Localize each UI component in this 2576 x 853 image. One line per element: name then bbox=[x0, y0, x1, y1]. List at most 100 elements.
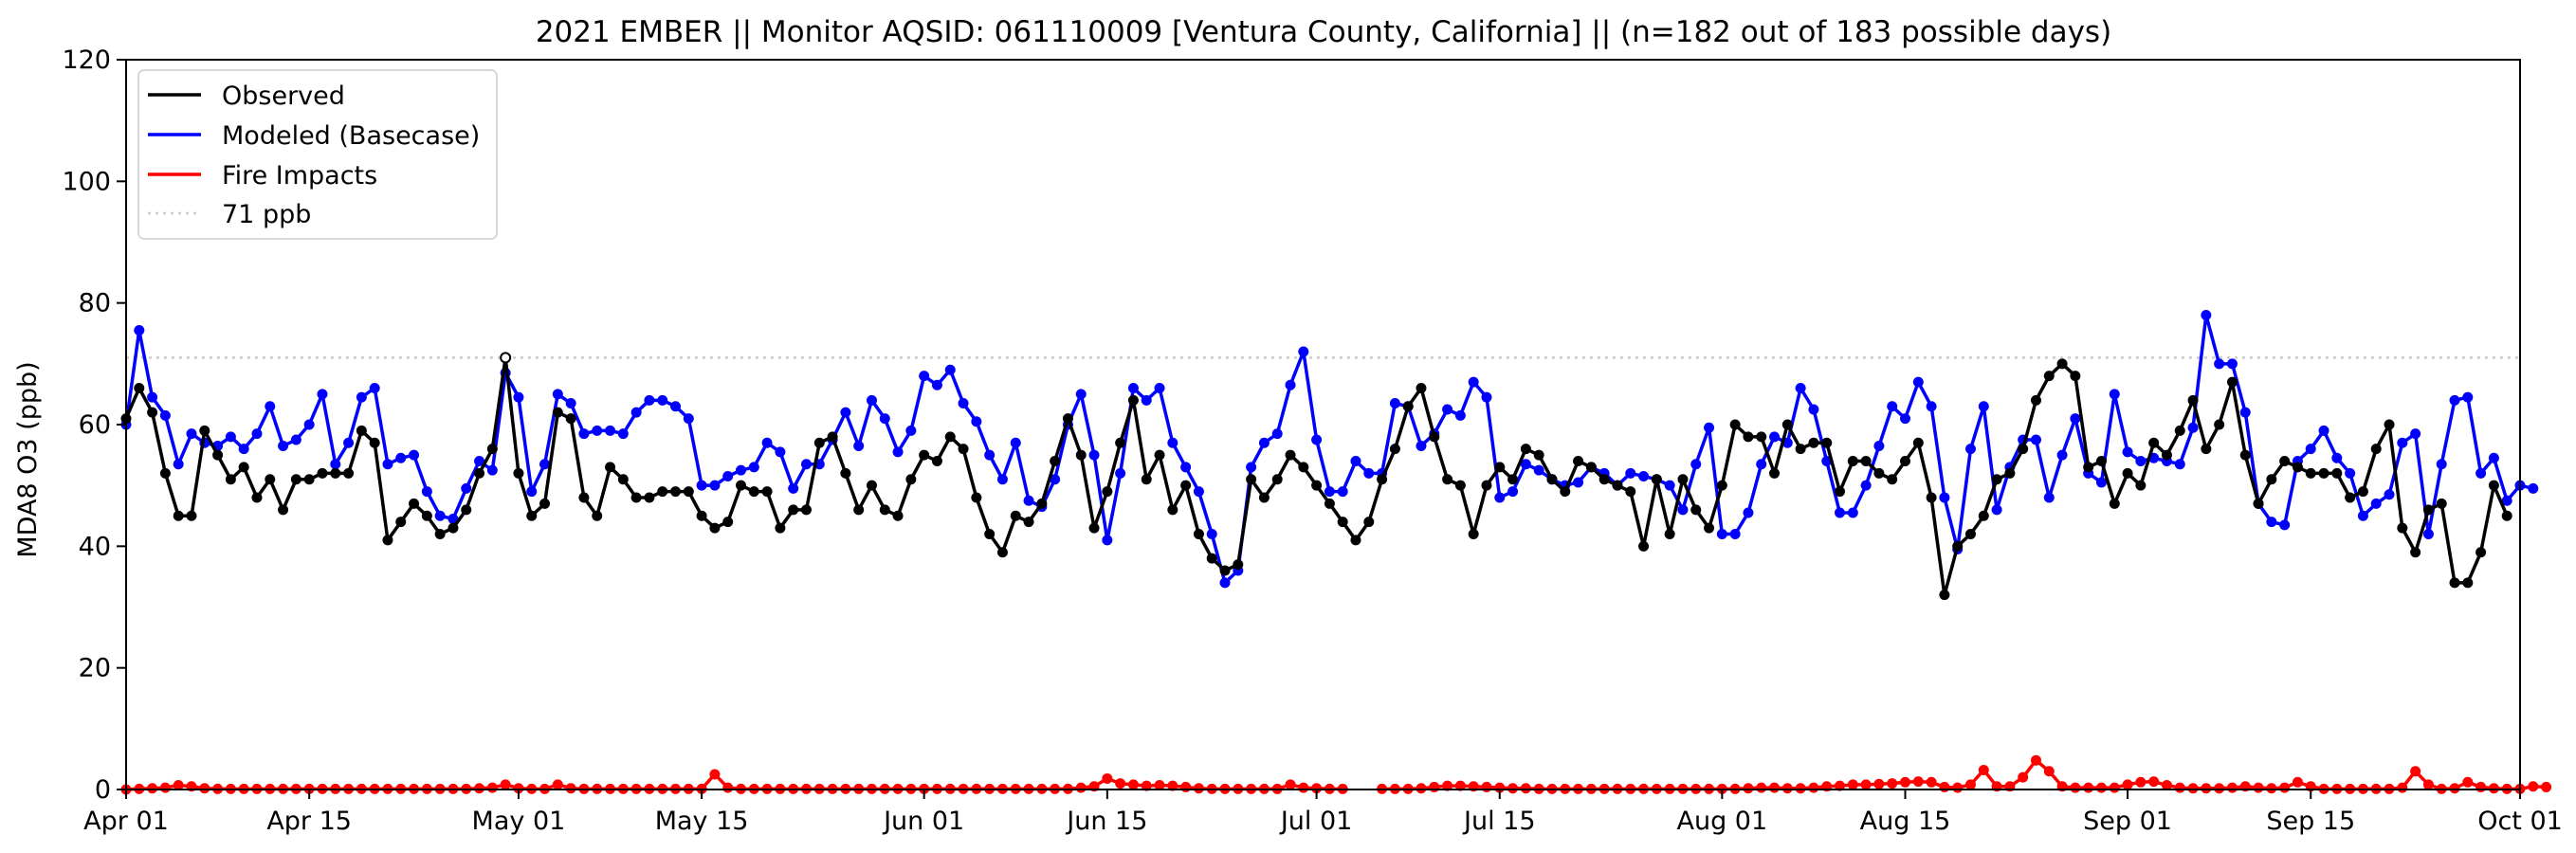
data-point-observed bbox=[2239, 449, 2251, 461]
data-point-modeled bbox=[1219, 577, 1231, 589]
data-point-observed bbox=[866, 480, 877, 491]
data-point-fire-impacts bbox=[1442, 780, 1453, 791]
data-point-modeled bbox=[657, 394, 668, 406]
data-point-modeled bbox=[1258, 437, 1270, 448]
legend: Observed Modeled (Basecase) Fire Impacts… bbox=[137, 69, 498, 240]
data-point-fire-impacts bbox=[2528, 781, 2539, 792]
data-point-modeled bbox=[1677, 504, 1689, 516]
x-tick-label: Oct 01 bbox=[2477, 807, 2563, 836]
data-point-observed bbox=[1612, 480, 1623, 491]
data-point-modeled bbox=[2187, 422, 2199, 433]
data-point-modeled bbox=[409, 449, 420, 461]
data-point-observed bbox=[1416, 383, 1427, 393]
data-point-observed bbox=[2488, 480, 2499, 491]
data-point-modeled bbox=[2318, 425, 2329, 436]
y-tick-label: 0 bbox=[95, 775, 111, 805]
data-point-modeled bbox=[1350, 456, 1361, 466]
data-point-observed bbox=[1036, 498, 1048, 509]
data-point-modeled bbox=[486, 464, 498, 476]
data-point-observed bbox=[1847, 456, 1858, 466]
data-point-observed bbox=[395, 517, 407, 528]
data-point-modeled bbox=[1847, 507, 1858, 518]
data-point-observed bbox=[1716, 480, 1727, 491]
plot-area bbox=[120, 310, 2552, 795]
data-point-observed bbox=[2201, 444, 2212, 455]
data-point-fire-impacts bbox=[2070, 782, 2081, 793]
data-point-modeled bbox=[1468, 376, 1479, 388]
data-point-observed bbox=[722, 517, 734, 528]
data-point-fire-impacts bbox=[1115, 778, 1126, 789]
data-point-modeled bbox=[2422, 529, 2434, 539]
data-point-fire-impacts bbox=[1769, 782, 1781, 793]
data-point-modeled bbox=[1206, 529, 1217, 539]
data-point-fire-impacts bbox=[2214, 783, 2225, 794]
data-point-fire-impacts bbox=[1926, 776, 1937, 788]
data-point-observed bbox=[2318, 467, 2329, 479]
data-point-observed bbox=[1481, 480, 1492, 491]
data-point-observed bbox=[1154, 449, 1165, 461]
data-point-fire-impacts bbox=[565, 783, 576, 794]
data-point-observed bbox=[1756, 431, 1767, 443]
data-point-observed bbox=[1939, 590, 1950, 601]
data-point-observed bbox=[2253, 498, 2264, 509]
data-point-modeled bbox=[2331, 452, 2343, 463]
data-point-modeled bbox=[1625, 467, 1636, 479]
data-point-modeled bbox=[1337, 486, 1348, 498]
data-point-modeled bbox=[1088, 449, 1100, 461]
data-point-observed bbox=[1991, 474, 2002, 485]
data-point-observed bbox=[1638, 540, 1650, 552]
y-axis-label: MDA8 O3 (ppb) bbox=[13, 361, 43, 557]
data-point-modeled bbox=[382, 459, 393, 470]
data-point-observed bbox=[225, 474, 236, 485]
data-point-observed bbox=[1127, 394, 1139, 406]
data-point-modeled bbox=[369, 383, 380, 393]
data-point-modeled bbox=[866, 394, 877, 406]
data-point-observed bbox=[1258, 492, 1270, 503]
data-point-modeled bbox=[1023, 495, 1034, 506]
data-point-modeled bbox=[1167, 437, 1178, 448]
data-point-modeled bbox=[1285, 379, 1296, 390]
data-point-modeled bbox=[2174, 459, 2185, 470]
x-tick-label: Jun 15 bbox=[1065, 807, 1147, 836]
data-point-modeled bbox=[2214, 358, 2225, 370]
data-point-modeled bbox=[1795, 383, 1806, 393]
data-point-observed bbox=[840, 467, 851, 479]
data-point-modeled bbox=[1389, 398, 1400, 409]
data-point-modeled bbox=[1271, 428, 1283, 440]
data-point-fire-impacts bbox=[2541, 781, 2552, 792]
data-point-observed bbox=[1141, 474, 1152, 485]
y-tick-label: 80 bbox=[79, 289, 111, 318]
data-point-observed bbox=[434, 529, 446, 539]
data-point-modeled bbox=[2370, 498, 2382, 509]
data-point-observed bbox=[2266, 474, 2277, 485]
data-point-observed bbox=[592, 510, 603, 521]
series-observed bbox=[120, 352, 2512, 601]
data-point-fire-impacts bbox=[1520, 783, 1531, 794]
data-point-fire-impacts bbox=[1454, 780, 1466, 791]
data-point-observed bbox=[251, 492, 263, 503]
data-point-observed bbox=[134, 383, 145, 393]
data-point-modeled bbox=[879, 413, 890, 425]
data-point-fire-impacts bbox=[1835, 780, 1846, 791]
data-point-observed bbox=[1520, 444, 1531, 455]
data-point-modeled bbox=[1939, 492, 1950, 503]
data-point-modeled bbox=[2239, 407, 2251, 418]
data-point-observed bbox=[526, 510, 538, 521]
data-point-modeled bbox=[722, 471, 734, 482]
x-tick-label: Jun 01 bbox=[882, 807, 964, 836]
data-point-modeled bbox=[147, 391, 158, 403]
data-point-observed bbox=[290, 474, 301, 485]
data-point-modeled bbox=[1193, 486, 1204, 498]
data-point-observed bbox=[1233, 559, 1244, 571]
data-point-observed bbox=[1075, 449, 1087, 461]
data-point-modeled bbox=[238, 444, 249, 455]
data-point-observed bbox=[1926, 492, 1937, 503]
data-point-observed bbox=[761, 486, 773, 498]
data-point-modeled bbox=[513, 391, 524, 403]
data-point-modeled bbox=[278, 440, 289, 451]
data-point-observed bbox=[827, 431, 838, 443]
data-point-modeled bbox=[1638, 471, 1650, 482]
data-point-modeled bbox=[800, 459, 812, 470]
data-point-modeled bbox=[670, 401, 682, 412]
